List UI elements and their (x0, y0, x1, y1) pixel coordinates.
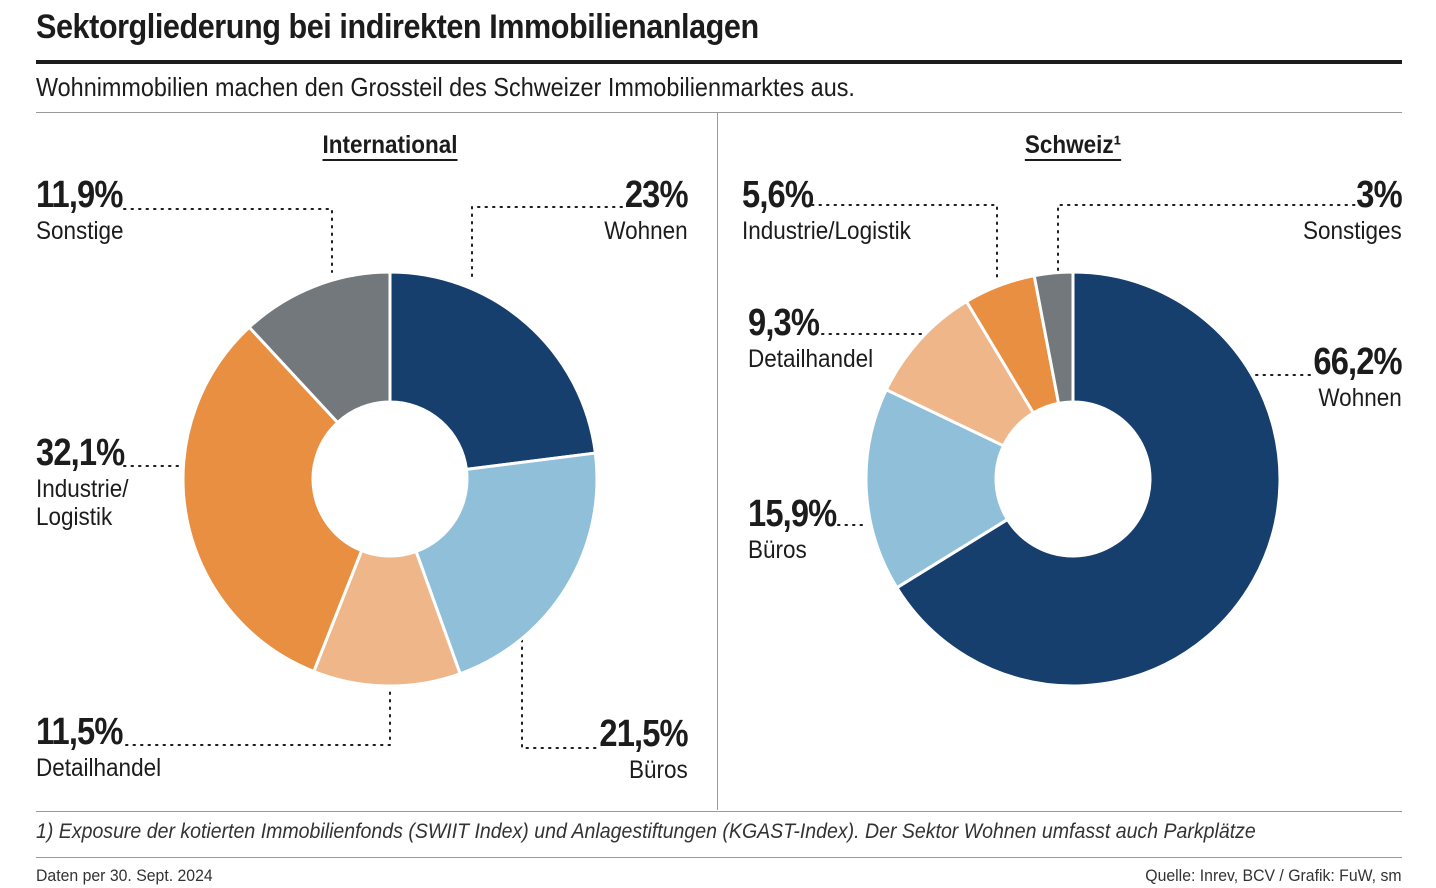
leader-lines (123, 204, 1357, 749)
slice-ch-sonstiges (1032, 270, 1075, 405)
title-rule (36, 60, 1402, 64)
label-intl-industrie-name-2: Logistik (36, 503, 113, 532)
label-ch-sonstiges-name: Sonstiges (1303, 216, 1402, 245)
label-intl-wohnen-pct: 23% (625, 174, 689, 216)
label-ch-industrie-name: Industrie/Logistik (742, 216, 911, 245)
panel-divider (717, 113, 718, 810)
chart-subtitle: Wohnimmobilien machen den Grossteil des … (36, 72, 855, 102)
label-ch-bueros: 15,9% Büros (748, 493, 851, 564)
slice-intl-detailhandel (312, 549, 462, 688)
header-divider (36, 112, 1402, 113)
footer-source: Quelle: Inrev, BCV / Grafik: FuW, sm (1145, 866, 1402, 885)
leader-intl-sonstige (123, 208, 333, 273)
footer-date: Daten per 30. Sept. 2024 (36, 866, 213, 885)
label-ch-wohnen: 66,2% Wohnen (1299, 341, 1403, 412)
donut-schweiz (864, 270, 1282, 688)
label-intl-detail-name: Detailhandel (36, 753, 162, 782)
slice-intl-büros (414, 451, 599, 676)
label-ch-industrie-pct: 5,6% (742, 174, 814, 216)
label-intl-industrie-name-1: Industrie/ (36, 474, 129, 503)
label-intl-industrie-pct: 32,1% (36, 432, 125, 474)
footnote-divider (36, 811, 1402, 812)
leader-intl-wohnen (471, 206, 626, 277)
label-ch-detailhandel: 9,3% Detailhandel (748, 302, 887, 373)
label-intl-detailhandel: 11,5% Detailhandel (36, 711, 175, 782)
leader-ch-industrie (811, 204, 998, 281)
label-ch-detail-name: Detailhandel (748, 344, 874, 373)
slice-intl-wohnen (388, 270, 597, 471)
label-ch-detail-pct: 9,3% (748, 302, 820, 344)
label-intl-wohnen-name: Wohnen (604, 216, 688, 245)
label-ch-bueros-name: Büros (748, 535, 807, 564)
chart-title: Sektorgliederung bei indirekten Immobili… (36, 8, 759, 46)
label-intl-wohnen: 23% Wohnen (595, 174, 689, 245)
leader-ch-sonstige (1057, 204, 1357, 271)
label-intl-sonstige-pct: 11,9% (36, 174, 123, 216)
label-ch-wohnen-pct: 66,2% (1313, 341, 1403, 383)
label-intl-bueros: 21,5% Büros (585, 713, 689, 784)
slice-intl-industrie-logistik (181, 325, 364, 673)
label-intl-sonstige: 11,9% Sonstige (36, 174, 137, 245)
leader-intl-detail (125, 687, 391, 746)
label-ch-sonstiges-pct: 3% (1356, 174, 1402, 216)
slice-intl-sonstige (247, 270, 392, 425)
label-intl-industrie: 32,1% Industrie/ Logistik (36, 432, 139, 532)
label-ch-industrie: 5,6% Industrie/Logistik (742, 174, 930, 245)
label-ch-sonstiges: 3% Sonstiges (1292, 174, 1403, 245)
label-intl-bueros-pct: 21,5% (599, 713, 689, 755)
panel-title-international: International (322, 131, 458, 159)
footnote: 1) Exposure der kotierten Immobilienfond… (36, 820, 1256, 843)
label-intl-detail-pct: 11,5% (36, 711, 123, 753)
label-intl-sonstige-name: Sonstige (36, 216, 124, 245)
donut-international (181, 270, 599, 688)
label-ch-bueros-pct: 15,9% (748, 493, 837, 535)
panel-title-schweiz: Schweiz¹ (1024, 131, 1122, 159)
label-ch-wohnen-name: Wohnen (1318, 383, 1402, 412)
label-intl-bueros-name: Büros (629, 755, 688, 784)
slice-ch-wohnen (895, 270, 1282, 688)
slice-ch-büros (864, 388, 1009, 590)
leader-intl-bueros (521, 639, 601, 749)
footer-divider (36, 857, 1402, 858)
